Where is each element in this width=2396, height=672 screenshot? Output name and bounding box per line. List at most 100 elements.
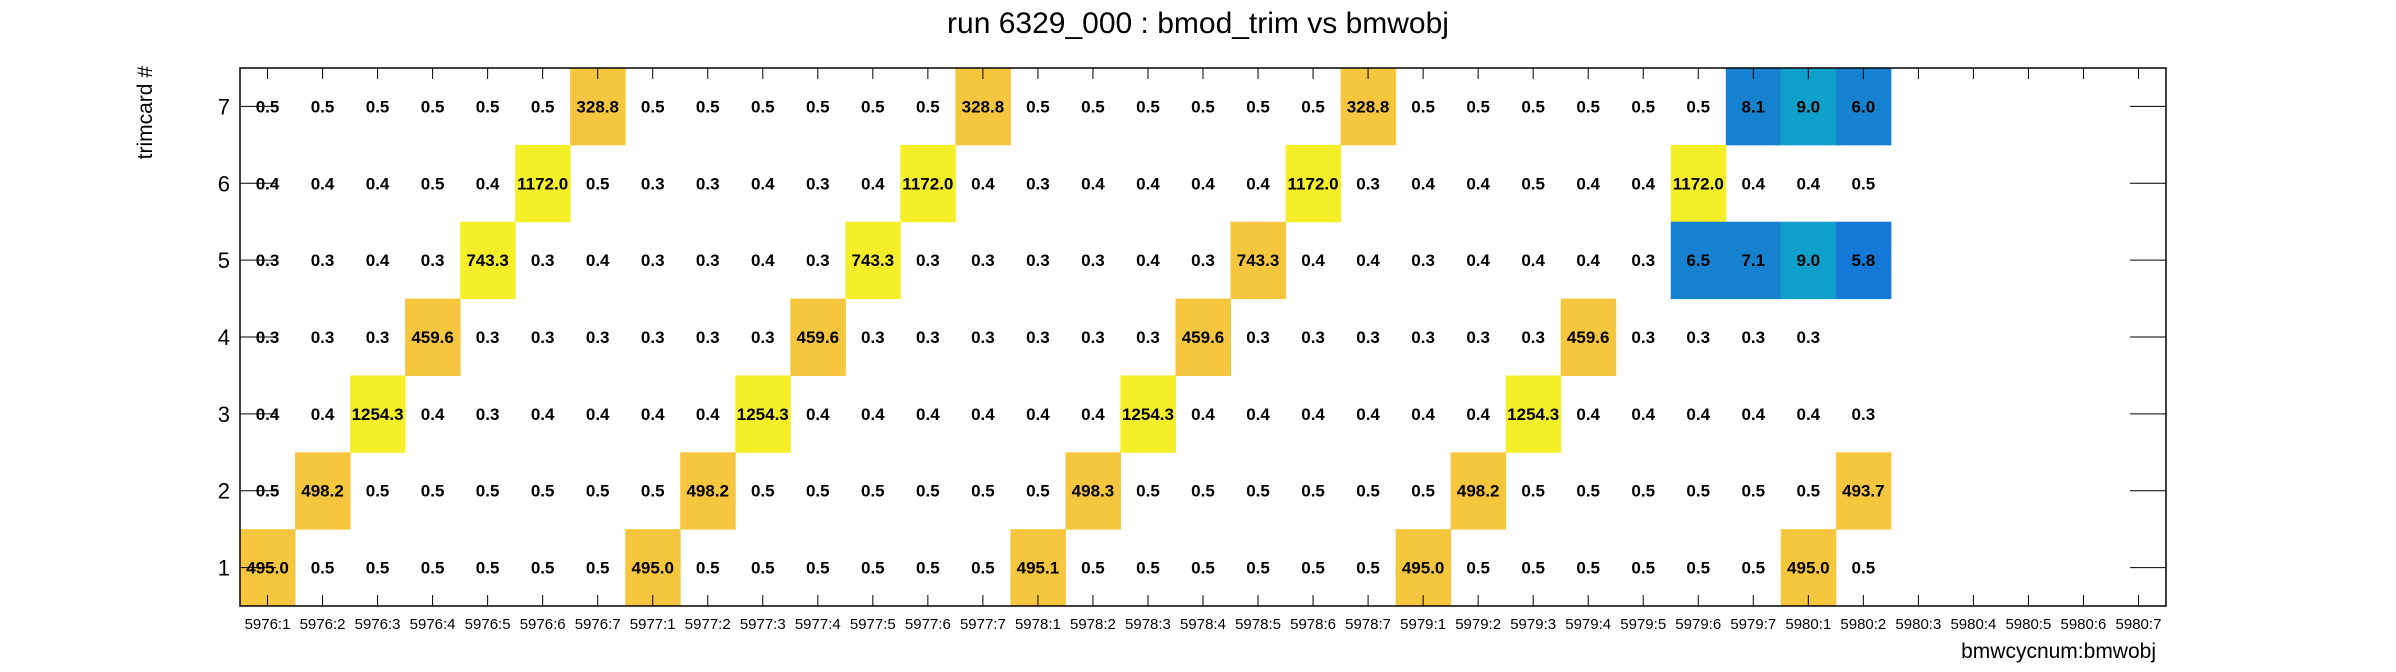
cell-value-label: 498.3 xyxy=(1072,482,1115,501)
x-tick-label: 5978:3 xyxy=(1125,616,1171,633)
x-tick-label: 5980:4 xyxy=(1950,616,1996,633)
cell-value-label: 0.5 xyxy=(1686,482,1710,501)
cell-value-label: 0.4 xyxy=(1191,405,1215,424)
cell-value-label: 0.5 xyxy=(1026,97,1050,116)
cell-value-label: 0.3 xyxy=(696,251,720,270)
cell-value-label: 0.5 xyxy=(971,482,995,501)
cell-value-label: 0.5 xyxy=(1686,559,1710,578)
cell-value-label: 1172.0 xyxy=(902,174,953,193)
cell-value-label: 0.3 xyxy=(1136,328,1160,347)
cell-value-label: 0.4 xyxy=(1686,405,1710,424)
heatmap-cell xyxy=(1505,375,1562,453)
y-tick-label: 7 xyxy=(218,94,230,119)
cell-value-label: 0.3 xyxy=(586,328,610,347)
cell-value-label: 0.3 xyxy=(861,328,885,347)
cell-value-label: 0.4 xyxy=(531,405,555,424)
cell-value-label: 0.4 xyxy=(1356,251,1380,270)
x-axis: 5976:1 5976:2 5976:3 5976:4 5976:5 5976:6 5976… xyxy=(245,68,2162,633)
x-tick-label: 5979:4 xyxy=(1565,616,1611,633)
heatmap-cell xyxy=(625,529,681,607)
heatmap-cell xyxy=(515,144,571,223)
x-tick-label: 5977:1 xyxy=(630,616,676,633)
cell-value-label: 0.3 xyxy=(1466,328,1490,347)
cell-value-label: 0.5 xyxy=(1466,559,1490,578)
cell-value-label: 0.5 xyxy=(476,482,500,501)
cell-value-label: 0.5 xyxy=(366,559,390,578)
heatmap-cell xyxy=(1725,221,1782,300)
cell-value-label: 0.5 xyxy=(1852,174,1876,193)
cell-value-label: 0.5 xyxy=(971,559,995,578)
cell-value-label: 0.3 xyxy=(531,251,555,270)
cell-value-label: 0.5 xyxy=(531,482,555,501)
x-tick-label: 5980:6 xyxy=(2061,616,2107,633)
cell-value-label: 0.5 xyxy=(1686,97,1710,116)
cell-value-label: 0.5 xyxy=(1356,559,1380,578)
cell-value-label: 0.5 xyxy=(1191,559,1215,578)
x-tick-label: 5977:7 xyxy=(960,616,1006,633)
cell-value-label: 459.6 xyxy=(411,328,454,347)
cell-value-label: 0.4 xyxy=(1631,405,1655,424)
cell-value-label: 0.5 xyxy=(1026,482,1050,501)
x-tick-label: 5980:7 xyxy=(2116,616,2162,633)
cell-value-label: 0.3 xyxy=(641,174,665,193)
cell-value-label: 0.3 xyxy=(1631,251,1655,270)
cell-value-label: 6.0 xyxy=(1852,97,1876,116)
heatmap-cell xyxy=(1395,529,1452,607)
cell-value-label: 0.5 xyxy=(586,174,610,193)
cell-value-label: 0.5 xyxy=(1741,559,1765,578)
y-tick-label: 2 xyxy=(218,479,230,504)
cell-value-label: 495.1 xyxy=(1017,559,1060,578)
cell-value-label: 0.5 xyxy=(1631,559,1655,578)
cell-value-label: 0.3 xyxy=(366,328,390,347)
cell-value-label: 0.5 xyxy=(366,482,390,501)
cell-value-label: 0.4 xyxy=(586,251,610,270)
cell-value-label: 0.4 xyxy=(806,405,830,424)
x-tick-label: 5977:3 xyxy=(740,616,786,633)
cell-value-label: 0.5 xyxy=(861,97,885,116)
cell-value-label: 0.3 xyxy=(1301,328,1325,347)
cell-value-label: 0.4 xyxy=(1741,405,1765,424)
cell-value-label: 0.4 xyxy=(1631,174,1655,193)
cell-value-label: 7.1 xyxy=(1741,251,1765,270)
cell-value-label: 0.5 xyxy=(1631,97,1655,116)
cell-value-label: 0.4 xyxy=(916,405,940,424)
cell-value-label: 0.5 xyxy=(1576,482,1600,501)
x-tick-label: 5977:2 xyxy=(685,616,731,633)
heatmap-cell xyxy=(1010,529,1066,607)
cell-value-label: 0.3 xyxy=(641,251,665,270)
cell-value-label: 8.1 xyxy=(1741,97,1765,116)
cell-value-label: 0.4 xyxy=(366,251,390,270)
cell-value-label: 0.5 xyxy=(1796,482,1820,501)
cell-value-label: 0.5 xyxy=(1246,482,1270,501)
heatmap-cell xyxy=(1175,298,1232,376)
heatmap-cell xyxy=(295,452,351,530)
cell-value-label: 498.2 xyxy=(301,482,344,501)
x-tick-label: 5976:1 xyxy=(245,616,291,633)
cell-value-label: 0.5 xyxy=(1521,97,1545,116)
cell-value-label: 0.5 xyxy=(641,97,665,116)
cell-value-label: 0.4 xyxy=(1246,405,1270,424)
cell-value-label: 6.5 xyxy=(1686,251,1710,270)
y-tick-label: 3 xyxy=(218,402,230,427)
cell-value-label: 0.5 xyxy=(421,97,445,116)
cell-value-label: 0.5 xyxy=(806,482,830,501)
x-axis-title: bmwcycnum:bmwobj xyxy=(1961,640,2156,663)
heatmap-cell xyxy=(955,68,1011,146)
cell-value-label: 0.4 xyxy=(1796,174,1820,193)
y-tick-label: 5 xyxy=(218,248,230,273)
cell-value-label: 1172.0 xyxy=(1673,174,1724,193)
cell-value-label: 0.3 xyxy=(476,405,500,424)
cell-value-label: 0.5 xyxy=(916,559,940,578)
cell-value-label: 743.3 xyxy=(1237,251,1280,270)
heatmap-cell xyxy=(1780,68,1837,146)
cell-value-label: 0.5 xyxy=(421,559,445,578)
cell-value-label: 0.5 xyxy=(751,97,775,116)
heatmap-cell xyxy=(1780,529,1837,607)
cell-value-label: 0.5 xyxy=(916,97,940,116)
heatmap-cell xyxy=(1725,68,1782,146)
cell-value-label: 0.4 xyxy=(971,405,995,424)
cell-value-label: 0.5 xyxy=(1081,559,1105,578)
cell-value-label: 495.0 xyxy=(631,559,674,578)
x-tick-label: 5980:3 xyxy=(1895,616,1941,633)
cell-value-label: 0.4 xyxy=(1356,405,1380,424)
